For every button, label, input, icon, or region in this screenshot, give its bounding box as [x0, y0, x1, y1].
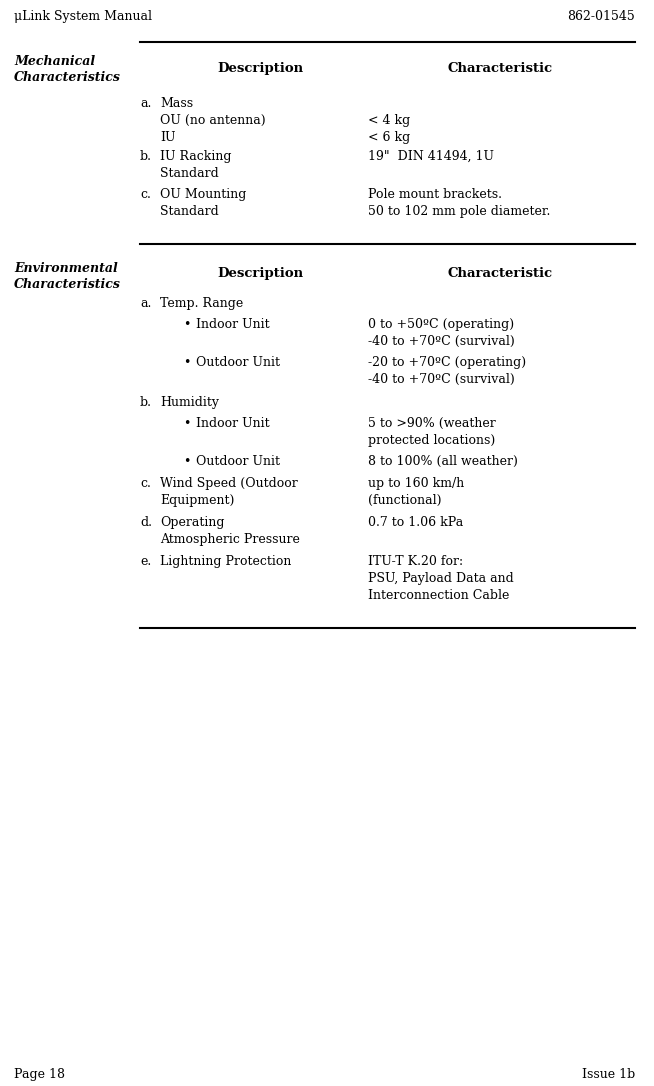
Text: Mechanical
Characteristics: Mechanical Characteristics	[14, 55, 121, 84]
Text: OU (no antenna): OU (no antenna)	[160, 114, 266, 127]
Text: •: •	[183, 318, 190, 331]
Text: Standard: Standard	[160, 205, 218, 218]
Text: ITU-T K.20 for:: ITU-T K.20 for:	[368, 555, 463, 568]
Text: 0.7 to 1.06 kPa: 0.7 to 1.06 kPa	[368, 516, 463, 529]
Text: a.: a.	[140, 97, 151, 110]
Text: -20 to +70ºC (operating): -20 to +70ºC (operating)	[368, 356, 526, 369]
Text: Outdoor Unit: Outdoor Unit	[196, 356, 280, 369]
Text: Operating: Operating	[160, 516, 224, 529]
Text: Humidity: Humidity	[160, 396, 219, 409]
Text: IU: IU	[160, 131, 175, 144]
Text: Standard: Standard	[160, 167, 218, 180]
Text: •: •	[183, 417, 190, 430]
Text: Interconnection Cable: Interconnection Cable	[368, 589, 509, 602]
Text: c.: c.	[140, 477, 151, 490]
Text: Page 18: Page 18	[14, 1068, 65, 1081]
Text: Indoor Unit: Indoor Unit	[196, 417, 269, 430]
Text: Environmental
Characteristics: Environmental Characteristics	[14, 262, 121, 291]
Text: Indoor Unit: Indoor Unit	[196, 318, 269, 331]
Text: Issue 1b: Issue 1b	[582, 1068, 635, 1081]
Text: e.: e.	[140, 555, 151, 568]
Text: μLink System Manual: μLink System Manual	[14, 10, 152, 23]
Text: Description: Description	[217, 267, 303, 280]
Text: c.: c.	[140, 188, 151, 201]
Text: Outdoor Unit: Outdoor Unit	[196, 455, 280, 468]
Text: b.: b.	[140, 396, 152, 409]
Text: protected locations): protected locations)	[368, 434, 495, 447]
Text: 8 to 100% (all weather): 8 to 100% (all weather)	[368, 455, 518, 468]
Text: 19"  DIN 41494, 1U: 19" DIN 41494, 1U	[368, 150, 494, 163]
Text: •: •	[183, 356, 190, 369]
Text: a.: a.	[140, 296, 151, 310]
Text: < 6 kg: < 6 kg	[368, 131, 410, 144]
Text: Mass: Mass	[160, 97, 193, 110]
Text: up to 160 km/h: up to 160 km/h	[368, 477, 464, 490]
Text: 5 to >90% (weather: 5 to >90% (weather	[368, 417, 496, 430]
Text: < 4 kg: < 4 kg	[368, 114, 410, 127]
Text: Equipment): Equipment)	[160, 494, 234, 507]
Text: OU Mounting: OU Mounting	[160, 188, 247, 201]
Text: IU Racking: IU Racking	[160, 150, 232, 163]
Text: Lightning Protection: Lightning Protection	[160, 555, 292, 568]
Text: Atmospheric Pressure: Atmospheric Pressure	[160, 533, 300, 546]
Text: PSU, Payload Data and: PSU, Payload Data and	[368, 572, 514, 585]
Text: Characteristic: Characteristic	[447, 62, 553, 75]
Text: •: •	[183, 455, 190, 468]
Text: Wind Speed (Outdoor: Wind Speed (Outdoor	[160, 477, 298, 490]
Text: 862-01545: 862-01545	[567, 10, 635, 23]
Text: -40 to +70ºC (survival): -40 to +70ºC (survival)	[368, 372, 515, 386]
Text: Description: Description	[217, 62, 303, 75]
Text: -40 to +70ºC (survival): -40 to +70ºC (survival)	[368, 334, 515, 348]
Text: d.: d.	[140, 516, 152, 529]
Text: 0 to +50ºC (operating): 0 to +50ºC (operating)	[368, 318, 514, 331]
Text: Pole mount brackets.: Pole mount brackets.	[368, 188, 502, 201]
Text: Characteristic: Characteristic	[447, 267, 553, 280]
Text: Temp. Range: Temp. Range	[160, 296, 243, 310]
Text: (functional): (functional)	[368, 494, 441, 507]
Text: b.: b.	[140, 150, 152, 163]
Text: 50 to 102 mm pole diameter.: 50 to 102 mm pole diameter.	[368, 205, 551, 218]
